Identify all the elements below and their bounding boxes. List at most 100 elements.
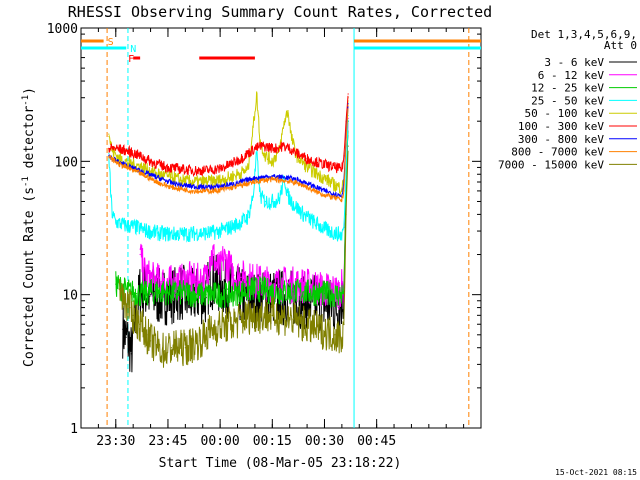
data-point-50-100-kev-6 [160,174,162,176]
data-point-100-300-kev-12 [229,163,232,165]
data-point-6-12-kev-24 [309,285,312,288]
data-point-800-7000-kev-3 [139,172,141,175]
data-point-300-800-kev-11 [219,185,221,187]
data-point-800-7000-kev-18 [292,181,294,183]
legend-label-6-12-kev: 6 - 12 keV [538,69,605,82]
data-point-6-12-kev-11 [212,253,214,256]
data-point-300-800-kev-5 [160,178,162,180]
data-point-12-25-kev-14 [219,294,221,296]
data-point-25-50-kev-9 [177,233,179,235]
y-axis-label-suffix: detector [22,106,37,177]
data-point-7000-15000-kev-19 [219,325,221,327]
y-axis-label: Corrected Count Rate (s-1 detector-1) [21,87,37,367]
data-point-3-6-kev-13 [209,278,211,281]
data-point-25-50-kev-27 [313,221,315,223]
x-tick-label-00-45: 00:45 [357,434,396,449]
data-point-800-7000-kev-10 [212,190,214,192]
data-point-7000-15000-kev-20 [229,323,232,325]
data-point-50-100-kev-0 [108,133,110,135]
data-point-3-6-kev-2 [129,344,131,346]
data-point-800-7000-kev-12 [229,187,232,189]
data-point-800-7000-kev-1 [118,163,120,165]
data-point-7000-15000-kev-6 [139,323,141,325]
data-point-300-800-kev-26 [347,103,349,105]
data-point-25-50-kev-4 [125,224,127,227]
data-point-800-7000-kev-14 [250,182,253,184]
data-point-50-100-kev-30 [341,187,343,189]
data-point-100-300-kev-13 [240,157,242,160]
chart-title: RHESSI Observing Summary Count Rates, Co… [68,3,492,21]
data-point-7000-15000-kev-15 [191,344,193,346]
data-point-50-100-kev-20 [271,160,273,162]
data-point-800-7000-kev-13 [240,184,242,186]
legend-label-25-50-kev: 25 - 50 keV [531,94,604,107]
data-point-7000-15000-kev-27 [303,323,305,325]
data-point-6-12-kev-12 [216,266,218,269]
data-point-6-12-kev-7 [188,278,190,281]
data-point-50-100-kev-12 [219,179,221,181]
data-point-100-300-kev-1 [115,147,117,150]
data-point-50-100-kev-15 [247,168,249,170]
data-point-800-7000-kev-19 [303,184,305,186]
data-point-25-50-kev-28 [323,228,326,230]
data-point-7000-15000-kev-16 [198,340,200,342]
data-point-25-50-kev-16 [247,216,249,218]
data-point-300-800-kev-12 [229,183,232,186]
data-point-300-800-kev-3 [139,170,141,172]
series-line-7000-15000-kev [118,150,349,368]
data-point-12-25-kev-22 [303,291,305,293]
data-point-7000-15000-kev-8 [146,334,148,336]
data-point-800-7000-kev-2 [129,168,131,170]
data-point-7000-15000-kev-4 [132,314,134,316]
data-point-7000-15000-kev-31 [341,336,343,338]
data-point-25-50-kev-25 [292,203,294,205]
data-point-100-300-kev-24 [327,164,329,167]
data-point-50-100-kev-26 [306,166,308,169]
series-line-50-100-kev [108,91,349,196]
data-point-25-50-kev-3 [115,221,117,223]
data-point-800-7000-kev-11 [219,189,221,191]
data-point-100-300-kev-18 [275,147,277,150]
data-point-25-50-kev-30 [341,234,343,236]
y-axis-label-exponent-2: -1 [21,95,31,106]
data-point-800-7000-kev-26 [347,105,349,107]
data-point-7000-15000-kev-30 [334,334,336,336]
data-point-6-12-kev-20 [268,283,270,285]
data-point-12-25-kev-6 [160,291,162,293]
data-point-7000-15000-kev-18 [212,328,214,330]
data-point-25-50-kev-17 [252,195,254,197]
data-point-7000-15000-kev-2 [125,303,127,305]
data-point-300-800-kev-19 [303,181,305,183]
data-point-100-300-kev-25 [334,166,336,169]
y-axis-label-exponent: -1 [21,176,31,187]
data-point-25-50-kev-20 [264,200,266,203]
data-point-800-7000-kev-20 [313,190,315,192]
footer-timestamp: 15-Oct-2021 08:15 [555,468,637,477]
data-point-25-50-kev-1 [109,190,112,192]
data-point-6-12-kev-10 [209,256,211,259]
data-point-25-50-kev-18 [256,152,258,154]
data-point-50-100-kev-23 [287,110,289,112]
data-point-100-300-kev-17 [268,146,270,148]
data-point-300-800-kev-8 [191,185,193,187]
data-point-12-25-kev-20 [282,291,284,293]
legend-label-300-800-kev: 300 - 800 keV [518,133,604,146]
data-point-50-100-kev-10 [202,181,204,183]
data-point-25-50-kev-26 [303,213,305,215]
data-point-7000-15000-kev-11 [163,350,166,352]
y-tick-label-1000: 1000 [47,22,78,37]
data-point-7000-15000-kev-32 [343,323,345,325]
data-point-6-12-kev-8 [195,281,197,283]
data-point-25-50-kev-21 [271,200,273,203]
data-point-6-12-kev-9 [205,278,207,281]
data-point-50-100-kev-28 [327,179,329,181]
data-point-300-800-kev-20 [313,185,315,187]
data-point-800-7000-kev-25 [345,141,347,143]
data-point-25-50-kev-6 [146,230,148,232]
data-point-12-25-kev-16 [240,291,242,293]
series-line-800-7000-kev [108,108,349,203]
data-point-25-50-kev-31 [343,226,345,228]
data-point-25-50-kev-13 [219,230,221,232]
